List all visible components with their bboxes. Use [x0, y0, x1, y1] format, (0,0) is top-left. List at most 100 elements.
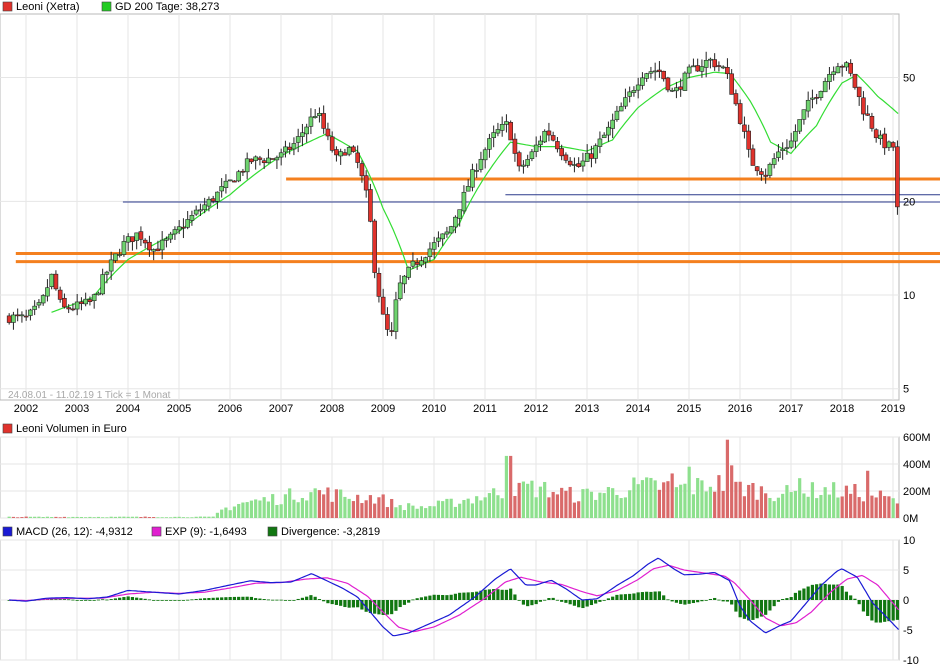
- volume-bar: [721, 490, 725, 518]
- candle-body: [215, 191, 220, 202]
- candle-body: [19, 314, 25, 317]
- divergence-bar: [75, 600, 79, 601]
- divergence-bar: [394, 600, 398, 611]
- divergence-bar: [538, 600, 543, 602]
- volume-bar: [483, 497, 487, 518]
- candle-body: [610, 119, 615, 129]
- volume-bar: [88, 516, 92, 518]
- candle-body: [300, 132, 305, 137]
- volume-bar: [615, 494, 619, 518]
- candle-body: [627, 91, 632, 97]
- divergence-bar: [181, 600, 186, 601]
- y-tick-label: -5: [903, 625, 913, 637]
- volume-bar: [674, 487, 679, 518]
- candle-body: [474, 170, 479, 172]
- divergence-bar: [691, 600, 696, 604]
- divergence-bar: [322, 600, 326, 602]
- volume-bar: [687, 466, 691, 518]
- volume-bar: [509, 455, 513, 518]
- divergence-bar: [317, 599, 322, 600]
- divergence-bar: [751, 600, 755, 620]
- divergence-bar: [126, 596, 130, 600]
- candle-body: [525, 159, 530, 166]
- divergence-bar: [517, 600, 521, 601]
- candle-body: [96, 292, 101, 296]
- volume-bar: [279, 504, 283, 518]
- candle-body: [87, 299, 93, 303]
- divergence-bar: [113, 598, 118, 600]
- volume-bar: [33, 516, 37, 518]
- candle-body: [448, 226, 454, 234]
- divergence-bar: [194, 598, 198, 600]
- candle-body: [419, 260, 424, 266]
- volume-bar: [126, 516, 130, 518]
- candle-body: [746, 130, 751, 150]
- candle-body: [351, 146, 356, 152]
- y-tick-label: 200M: [903, 486, 931, 498]
- volume-bar: [606, 487, 611, 518]
- volume-bar: [394, 507, 398, 518]
- volume-bar: [186, 517, 190, 519]
- volume-bar: [424, 508, 428, 518]
- volume-bar: [636, 484, 640, 518]
- candle-body: [185, 219, 190, 228]
- divergence-bar: [606, 598, 611, 600]
- candle-body: [737, 103, 743, 124]
- divergence-bar: [147, 599, 152, 601]
- divergence-bar: [143, 598, 147, 600]
- x-tick-label: 2010: [422, 403, 446, 415]
- legend-swatch-divergence: [267, 526, 278, 537]
- volume-bar: [356, 494, 360, 518]
- volume-bar: [470, 503, 475, 518]
- candle-body: [546, 130, 552, 136]
- price-panel: 5 10 20 50 2002 2003 2004 2005 2006 2007 2008 2009…: [0, 13, 940, 415]
- divergence-bar: [747, 600, 751, 621]
- volume-bar: [458, 503, 462, 518]
- volume-bar: [181, 517, 186, 518]
- divergence-bar: [96, 599, 101, 601]
- divergence-bar: [662, 595, 666, 600]
- macd-line: [9, 557, 900, 637]
- volume-bar: [62, 516, 67, 518]
- volume-bar: [798, 478, 802, 518]
- x-tick-label: 2008: [320, 403, 344, 415]
- divergence-bar: [402, 600, 407, 605]
- candle-body: [461, 191, 467, 212]
- candle-body: [470, 169, 475, 188]
- divergence-bar: [428, 595, 432, 600]
- volume-bar: [50, 517, 54, 518]
- volume-bar: [122, 516, 126, 518]
- volume-bar: [466, 498, 470, 518]
- candle-body: [725, 67, 730, 75]
- divergence-bar: [186, 599, 190, 601]
- divergence-bar: [54, 599, 58, 601]
- volume-bar: [751, 483, 755, 518]
- candle-body: [91, 294, 97, 301]
- candle-body: [618, 106, 624, 112]
- volume-bar: [564, 490, 568, 518]
- candle-body: [712, 59, 717, 68]
- divergence-bar: [449, 594, 453, 600]
- divergence-bar: [445, 595, 449, 600]
- candle-body: [355, 152, 360, 163]
- divergence-bar: [704, 600, 708, 601]
- candle-body: [750, 148, 756, 166]
- volume-bar: [895, 503, 900, 518]
- divergence-bar: [628, 593, 632, 600]
- volume-bar: [139, 517, 143, 518]
- divergence-bar: [504, 589, 509, 600]
- candle-body: [142, 239, 148, 244]
- divergence-bar: [853, 598, 857, 600]
- volume-bar: [377, 497, 381, 518]
- volume-bar: [568, 486, 572, 518]
- divergence-bar: [759, 600, 764, 617]
- candle-body: [818, 91, 824, 98]
- y-tick-label: 50: [903, 73, 915, 85]
- candle-body: [814, 97, 819, 99]
- volume-bar: [381, 494, 385, 518]
- candle-body: [716, 65, 722, 67]
- divergence-bar: [679, 600, 683, 604]
- x-tick-label: 2007: [269, 403, 293, 415]
- volume-bar: [785, 485, 789, 518]
- volume-bar: [351, 501, 356, 518]
